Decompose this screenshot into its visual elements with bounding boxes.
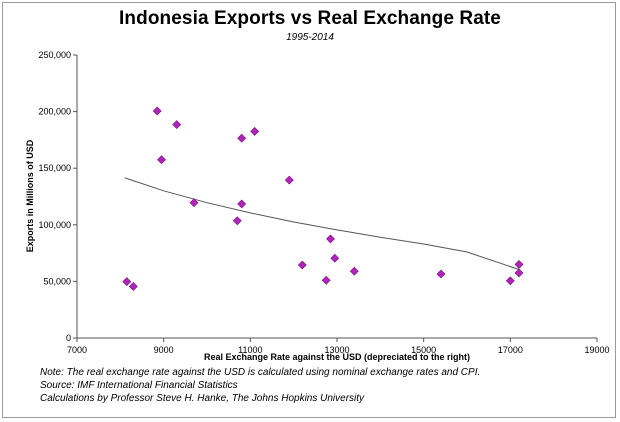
- chart-title: Indonesia Exports vs Real Exchange Rate: [119, 8, 501, 29]
- data-point: [514, 259, 524, 269]
- data-point: [237, 133, 247, 143]
- x-tick-label: 17000: [498, 345, 523, 355]
- data-point: [436, 269, 446, 279]
- x-tick-label: 11000: [238, 345, 262, 355]
- x-tick-label: 15000: [411, 345, 436, 355]
- chart-notes: Note: The real exchange rate against the…: [40, 366, 480, 405]
- data-point: [122, 277, 132, 287]
- data-point: [321, 275, 331, 285]
- y-tick-label: 0: [66, 333, 71, 343]
- data-point: [232, 216, 242, 226]
- y-tick-label: 100,000: [38, 220, 71, 230]
- x-axis-label: Real Exchange Rate against the USD (depr…: [204, 352, 470, 362]
- data-point: [284, 175, 294, 185]
- chart-frame: [2, 2, 616, 418]
- y-axis-label: Exports in Millions of USD: [25, 139, 35, 252]
- y-tick-label: 250,000: [38, 50, 71, 60]
- data-point: [172, 120, 182, 130]
- data-point: [237, 199, 247, 209]
- data-point: [326, 234, 335, 244]
- x-axis-ticks: 7000 9000 11000 13000 15000 17000 19000: [67, 338, 610, 355]
- data-point: [250, 126, 260, 136]
- x-tick-label: 9000: [154, 345, 174, 355]
- trend-line: [124, 177, 520, 270]
- chart-subtitle: 1995-2014: [286, 32, 334, 43]
- data-point: [514, 268, 524, 278]
- credit-text: Calculations by Professor Steve H. Hanke…: [40, 393, 365, 404]
- data-point: [349, 266, 359, 276]
- y-axis-ticks: 0 50,000 100,000 150,000 200,000 250,000: [38, 50, 77, 343]
- data-point: [152, 106, 162, 116]
- data-point: [330, 253, 340, 263]
- data-point: [157, 155, 166, 165]
- data-points: [122, 106, 524, 291]
- data-point: [128, 282, 138, 291]
- y-tick-label: 50,000: [43, 276, 71, 286]
- x-tick-label: 19000: [584, 345, 609, 355]
- x-tick-label: 13000: [324, 345, 349, 355]
- y-tick-label: 150,000: [38, 163, 71, 173]
- data-point: [189, 198, 199, 208]
- note-text: Note: The real exchange rate against the…: [40, 367, 481, 378]
- x-tick-label: 7000: [67, 345, 87, 355]
- y-tick-label: 200,000: [38, 107, 71, 117]
- source-text: Source: IMF International Financial Stat…: [40, 380, 238, 391]
- data-point: [505, 276, 515, 286]
- data-point: [297, 260, 307, 270]
